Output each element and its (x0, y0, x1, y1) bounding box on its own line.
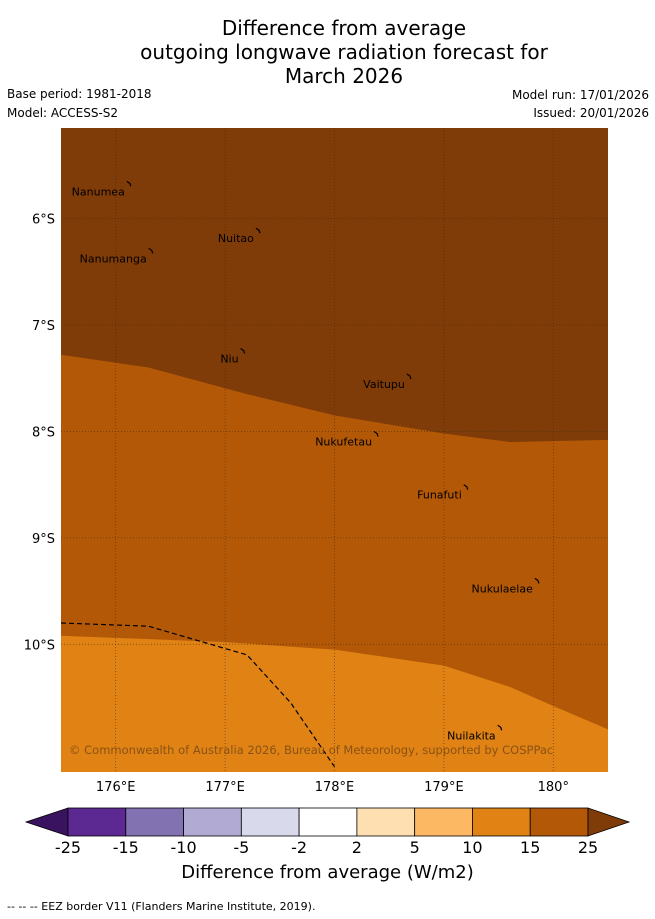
island-label: Funafuti (417, 489, 462, 502)
latitude-tick-label: 9°S (32, 532, 55, 547)
colorbar-segment (298, 807, 358, 837)
title-line-1: Difference from average (221, 16, 467, 40)
model-name: Model: ACCESS-S2 (7, 106, 119, 120)
longitude-tick-label: 176°E (96, 780, 136, 795)
colorbar-tick-label: 5 (410, 838, 420, 857)
island-outline (373, 431, 379, 437)
longitude-tick-label: 177°E (205, 780, 245, 795)
colorbar-tick-label: -5 (233, 838, 249, 857)
colorbar-tick-label: 15 (520, 838, 540, 857)
island-outline (255, 227, 261, 234)
colorbar-tick-label: 10 (462, 838, 482, 857)
title-line-2: outgoing longwave radiation forecast for (140, 40, 548, 64)
base-period: Base period: 1981-2018 (7, 87, 152, 101)
title-line-3: March 2026 (284, 64, 404, 88)
island-label: Nukulaelae (472, 582, 534, 595)
colorbar-segment (183, 807, 242, 837)
island-outline (406, 373, 412, 380)
colorbar-tick-label: -25 (55, 838, 81, 857)
olr-anomaly-map: Nanumea Nuitao Nanumanga Niu Vaitupu Nukufeta… (24, 128, 631, 857)
colorbar-tick-label: -15 (113, 838, 139, 857)
island-outline (463, 484, 469, 490)
island-label: Nanumanga (80, 252, 147, 265)
copyright-notice: © Commonwealth of Australia 2026, Bureau… (69, 743, 553, 757)
island-outline (534, 577, 540, 584)
latitude-tick-label: 8°S (32, 425, 55, 440)
colorbar-segment (529, 807, 589, 837)
longitude-tick-label: 178°E (315, 780, 355, 795)
latitude-tick-label: 6°S (32, 212, 55, 227)
colorbar-segment (414, 807, 473, 837)
eez-border-line (60, 622, 335, 768)
island-label: Vaitupu (363, 378, 405, 391)
colorbar-tick-label: 2 (352, 838, 362, 857)
latitude-tick-label: 10°S (24, 638, 55, 653)
colorbar-segment (67, 807, 127, 837)
colorbar-segment (356, 807, 416, 837)
island-label: Niu (220, 352, 238, 365)
colorbar-title: Difference from average (W/m2) (181, 862, 474, 883)
colorbar-tick-label: -10 (170, 838, 196, 857)
colorbar-segment (125, 807, 184, 837)
model-run: Model run: 17/01/2026 (511, 88, 649, 102)
longitude-tick-label: 180° (538, 780, 569, 795)
chart-title: Difference from average outgoing longwav… (0, 16, 655, 88)
island-outline (148, 247, 154, 254)
longitude-tick-label: 179°E (424, 780, 464, 795)
island-label: Nuilakita (447, 729, 496, 742)
island-outline (497, 724, 503, 731)
colorbar-segment (472, 807, 531, 837)
colorbar-segment (240, 807, 300, 837)
island-outline (126, 180, 132, 187)
colorbar-low-extension (24, 807, 69, 837)
colorbar-tick-label: -2 (291, 838, 307, 857)
island-outline (240, 347, 246, 354)
eez-legend-note: -- -- -- EEZ border V11 (Flanders Marine… (7, 900, 316, 913)
island-label: Nuitao (218, 232, 254, 245)
issued-date: Issued: 20/01/2026 (533, 106, 649, 120)
island-label: Nukufetau (315, 436, 372, 449)
latitude-tick-label: 7°S (32, 319, 55, 334)
colorbar-tick-label: 25 (578, 838, 598, 857)
colorbar-high-extension (587, 807, 631, 837)
island-label: Nanumea (72, 185, 125, 198)
